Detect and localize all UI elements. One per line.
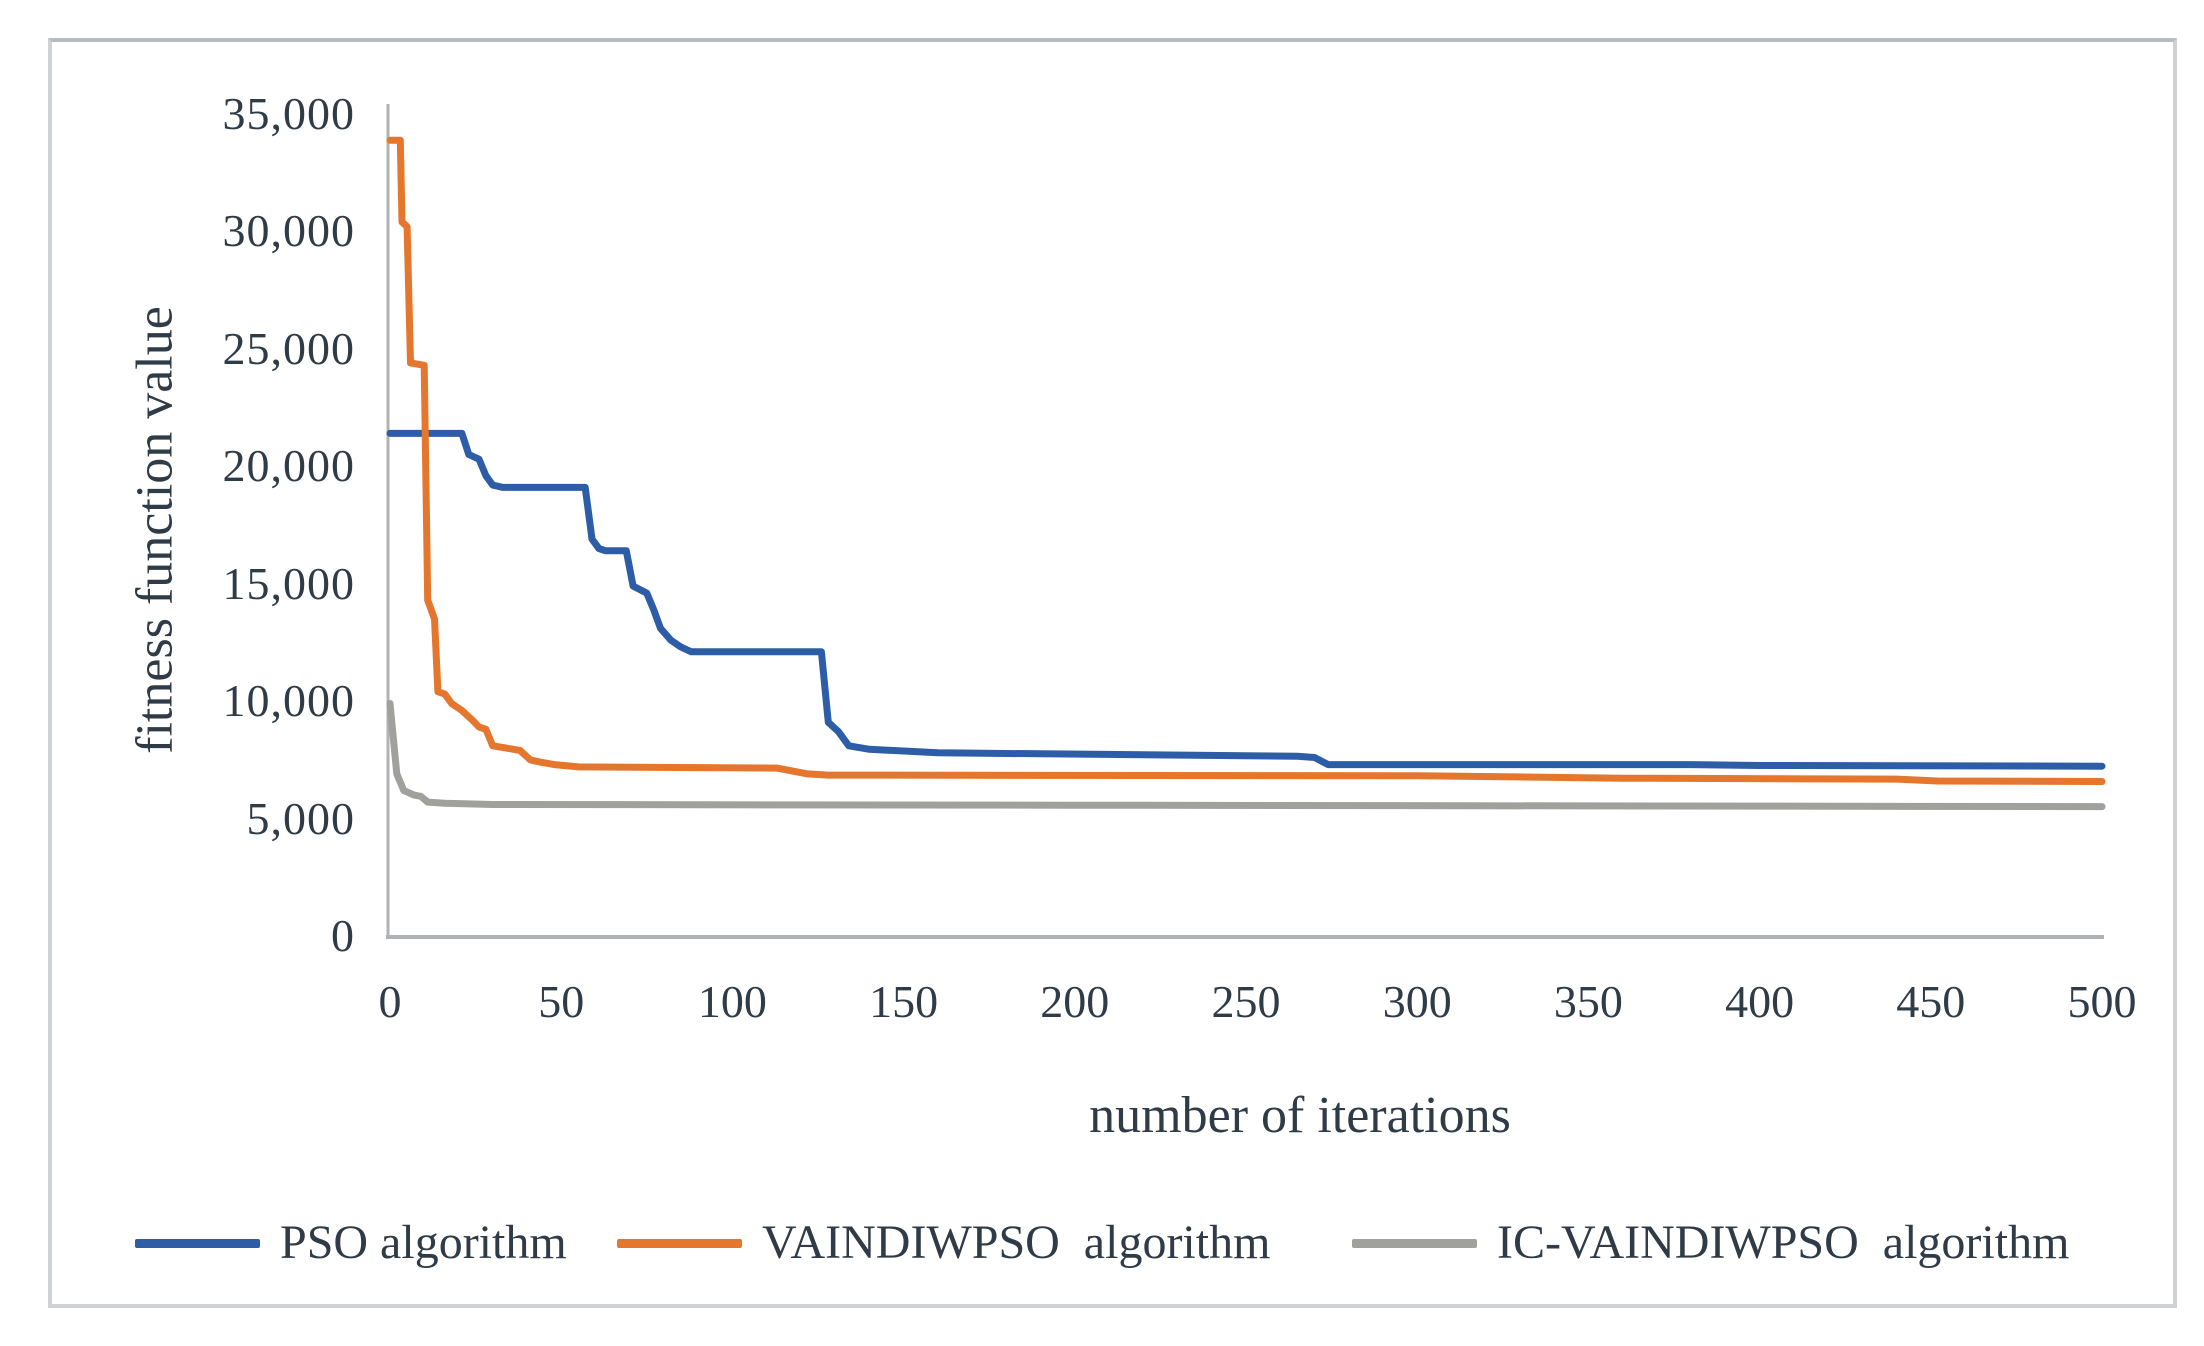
y-tick-label: 10,000 — [222, 675, 355, 727]
legend-label: VAINDIWPSO algorithm — [762, 1216, 1271, 1269]
legend-item-pso-algorithm: PSO algorithm — [135, 1215, 567, 1271]
x-tick-label: 50 — [538, 976, 585, 1027]
y-tick-label: 25,000 — [222, 322, 355, 374]
x-tick-label: 400 — [1725, 976, 1795, 1027]
legend-line-sample — [1352, 1238, 1477, 1248]
legend-line-sample — [617, 1238, 742, 1248]
x-tick-label: 250 — [1211, 976, 1281, 1027]
legend-item-vaindiwpso-algorithm: VAINDIWPSO algorithm — [617, 1215, 1270, 1271]
y-tick-label: 35,000 — [222, 88, 355, 139]
series-line-vaindiwpso-algorithm — [386, 136, 2106, 785]
x-tick-label: 300 — [1382, 976, 1452, 1027]
y-tick-label: 30,000 — [222, 205, 355, 257]
legend-item-ic-vaindiwpso-algorithm: IC-VAINDIWPSO algorithm — [1352, 1215, 2069, 1271]
series-line-pso-algorithm — [386, 429, 2106, 770]
x-tick-label: 450 — [1896, 976, 1966, 1027]
x-axis-title: number of iterations — [1089, 1087, 1511, 1144]
y-tick-label: 0 — [331, 910, 355, 961]
x-tick-label: 500 — [2067, 976, 2137, 1027]
x-tick-label: 0 — [378, 976, 402, 1027]
x-tick-label: 150 — [869, 976, 939, 1027]
x-tick-label: 200 — [1040, 976, 1110, 1027]
legend-label: IC-VAINDIWPSO algorithm — [1497, 1216, 2070, 1269]
figure-frame — [48, 38, 2177, 1308]
y-tick-label: 20,000 — [222, 440, 355, 492]
series-line-ic-vaindiwpso-algorithm — [386, 700, 2106, 811]
x-tick-label: 350 — [1553, 976, 1623, 1027]
legend-label: PSO algorithm — [280, 1216, 567, 1269]
legend-line-sample — [135, 1238, 260, 1248]
x-tick-label: 100 — [697, 976, 767, 1027]
y-tick-label: 5,000 — [246, 792, 355, 844]
y-tick-label: 15,000 — [222, 557, 355, 609]
